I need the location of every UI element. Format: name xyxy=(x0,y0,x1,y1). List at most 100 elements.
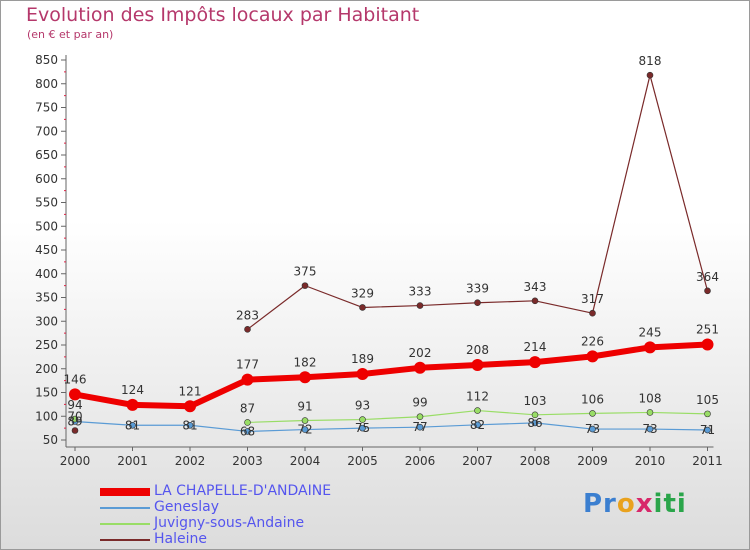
data-label: 93 xyxy=(355,399,370,413)
series-line xyxy=(74,341,708,410)
data-point xyxy=(531,411,539,419)
data-point xyxy=(356,367,369,380)
data-label: 103 xyxy=(524,394,547,408)
y-tick-label: 500 xyxy=(35,219,58,233)
data-label: 182 xyxy=(294,355,317,369)
data-label: 333 xyxy=(409,285,432,299)
series-line xyxy=(74,420,708,433)
legend-label-haleine: Haleine xyxy=(154,531,207,547)
data-label: 214 xyxy=(524,340,547,354)
data-point xyxy=(359,304,366,311)
data-label: 71 xyxy=(700,423,715,437)
x-tick-label: 2009 xyxy=(577,454,608,468)
data-point xyxy=(301,426,309,433)
data-label: 364 xyxy=(696,270,719,284)
x-tick-label: 2001 xyxy=(117,454,148,468)
data-point xyxy=(646,425,654,433)
data-label: 283 xyxy=(236,308,259,322)
y-tick-label: 800 xyxy=(35,77,58,91)
x-tick-label: 2000 xyxy=(60,454,91,468)
data-point xyxy=(474,407,481,414)
data-point xyxy=(126,398,139,411)
data-label: 68 xyxy=(240,424,255,438)
y-tick-label: 400 xyxy=(35,267,58,281)
y-tick-label: 50 xyxy=(43,433,58,447)
x-tick-label: 2002 xyxy=(175,454,206,468)
data-point xyxy=(589,425,596,433)
data-point xyxy=(586,350,599,363)
data-label: 329 xyxy=(351,286,374,300)
data-point xyxy=(416,423,424,431)
data-point xyxy=(531,297,539,305)
data-label: 108 xyxy=(639,391,662,405)
data-point xyxy=(529,356,541,369)
data-point xyxy=(71,415,79,423)
data-point xyxy=(244,326,251,333)
data-label: 202 xyxy=(409,346,432,360)
y-tick-label: 250 xyxy=(35,338,58,352)
data-label: 105 xyxy=(696,393,719,407)
logo-part-5: ti xyxy=(663,489,687,519)
y-tick-label: 600 xyxy=(35,172,58,186)
data-label: 375 xyxy=(294,265,317,279)
data-point xyxy=(241,373,254,386)
y-tick-label: 350 xyxy=(35,291,58,305)
chart-subtitle: (en € et par an) xyxy=(27,28,114,41)
data-label: 70 xyxy=(67,410,82,424)
data-point xyxy=(531,419,539,427)
data-point xyxy=(589,309,596,317)
y-tick-label: 100 xyxy=(35,409,58,423)
data-point xyxy=(71,427,79,434)
logo-part-1: Pr xyxy=(583,489,617,519)
data-point xyxy=(301,282,309,289)
data-label: 208 xyxy=(466,343,489,357)
data-label: 177 xyxy=(236,358,259,372)
data-point xyxy=(359,424,366,432)
data-point xyxy=(644,341,656,354)
data-point xyxy=(301,417,309,424)
data-point xyxy=(646,71,654,79)
data-point xyxy=(704,287,711,295)
data-label: 89 xyxy=(67,414,82,428)
data-point xyxy=(186,421,194,429)
x-tick-label: 2006 xyxy=(405,454,436,468)
data-label: 818 xyxy=(639,54,662,68)
legend-label-juvigny: Juvigny-sous-Andaine xyxy=(154,515,305,531)
data-label: 343 xyxy=(524,280,547,294)
legend-swatch-haleine xyxy=(100,539,150,541)
data-point xyxy=(646,409,654,416)
data-label: 72 xyxy=(297,423,312,437)
logo-part-2: o xyxy=(616,489,636,519)
legend-label-la-chapelle: LA CHAPELLE-D'ANDAINE xyxy=(154,483,332,499)
data-point xyxy=(416,413,424,421)
data-point xyxy=(416,302,424,309)
data-label: 73 xyxy=(642,422,657,436)
y-tick-label: 300 xyxy=(35,314,58,328)
data-label: 146 xyxy=(64,372,87,386)
data-point xyxy=(701,338,714,351)
data-point xyxy=(704,426,711,434)
x-tick-label: 2004 xyxy=(290,454,321,468)
data-label: 112 xyxy=(466,390,489,404)
legend-swatch-la-chapelle xyxy=(100,488,150,496)
data-label: 189 xyxy=(351,352,374,366)
y-tick-label: 750 xyxy=(35,101,58,115)
data-label: 99 xyxy=(412,396,427,410)
data-point xyxy=(589,410,596,417)
x-tick-label: 2007 xyxy=(462,454,493,468)
data-label: 86 xyxy=(527,416,542,430)
data-label: 77 xyxy=(412,420,427,434)
data-point xyxy=(474,299,481,307)
data-label: 121 xyxy=(179,384,202,398)
y-tick-label: 200 xyxy=(35,362,58,376)
data-label: 91 xyxy=(297,400,312,414)
data-label: 339 xyxy=(466,282,489,296)
y-tick-label: 650 xyxy=(35,148,58,162)
data-point xyxy=(474,421,481,429)
x-tick-label: 2008 xyxy=(520,454,551,468)
data-point xyxy=(414,361,426,374)
data-label: 75 xyxy=(355,421,370,435)
y-tick-label: 850 xyxy=(35,53,58,67)
